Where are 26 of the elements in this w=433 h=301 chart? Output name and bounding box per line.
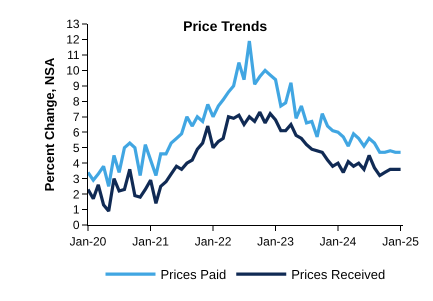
y-tick-label: 0 (72, 218, 80, 232)
y-tick-label: 1 (72, 202, 80, 217)
y-axis-title: Percent Change, NSA (42, 57, 58, 192)
y-tick-label: 9 (72, 79, 80, 94)
y-tick-label: 2 (72, 187, 80, 202)
x-tick-label: Jan-25 (382, 234, 420, 248)
x-tick-label: Jan-24 (320, 234, 357, 248)
chart-title: Price Trends (183, 18, 268, 34)
line-series (88, 39, 402, 188)
x-tick-label: Jan-20 (70, 234, 107, 248)
y-tick-label: 10 (66, 64, 80, 78)
x-tick-label: Jan-23 (257, 234, 294, 248)
y-tick-label: 12 (66, 32, 80, 47)
legend-label: Prices Received (291, 267, 386, 282)
legend-label: Prices Paid (160, 267, 226, 282)
y-tick-label: 4 (72, 156, 80, 170)
x-tick-label: Jan-22 (194, 234, 232, 248)
y-tick-label: 5 (72, 140, 80, 155)
y-tick-label: 11 (67, 48, 80, 62)
y-tick-label: 3 (72, 172, 80, 186)
x-tick-label: Jan-21 (132, 234, 170, 248)
y-tick-label: 6 (72, 125, 80, 140)
line-series (88, 110, 402, 213)
y-tick-label: 8 (72, 94, 80, 109)
y-tick-label: 7 (72, 110, 80, 124)
y-tick-label: 13 (66, 17, 80, 32)
